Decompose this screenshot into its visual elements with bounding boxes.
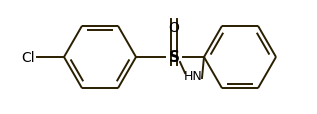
Text: O: O xyxy=(169,21,179,35)
Text: HN: HN xyxy=(184,70,202,83)
Text: S: S xyxy=(169,50,179,65)
Text: Cl: Cl xyxy=(21,51,35,64)
